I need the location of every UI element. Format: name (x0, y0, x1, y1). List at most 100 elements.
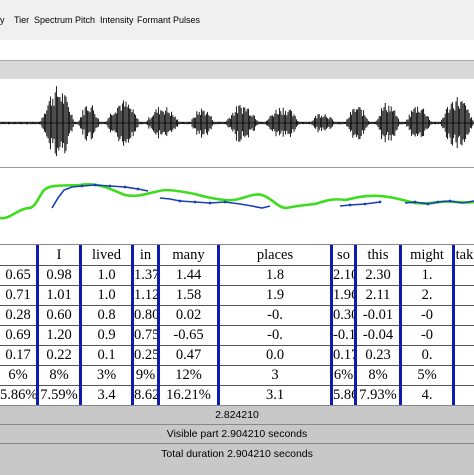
tier-boundary[interactable] (131, 245, 134, 405)
pitch-point (136, 187, 140, 191)
menu-item-pitch[interactable]: Pitch (75, 15, 96, 25)
row-divider (0, 325, 474, 326)
tier-value: -0 (420, 307, 434, 323)
menu-item-tier[interactable]: Tier (14, 15, 30, 25)
pitch-point (208, 201, 212, 205)
tier-value: 1.20 (46, 327, 72, 343)
tier-value: 1.96 (333, 287, 354, 303)
tier-word: in (139, 247, 152, 263)
tier-value: 1.12 (134, 287, 157, 303)
tier-value: 16.21% (166, 387, 211, 403)
tier-value: 3 (271, 367, 279, 383)
tier-boundary[interactable] (217, 245, 220, 405)
tier-value: -0.65 (173, 327, 204, 343)
tier-value: 0.47 (175, 347, 202, 363)
tier-value: 0.65 (5, 267, 31, 283)
tier-value: 5.86% (0, 387, 36, 403)
pitch-point (348, 203, 352, 207)
tier-value: 0.30 (333, 307, 354, 323)
tier-value: 0.0 (265, 347, 285, 363)
menu-item-query[interactable]: y (0, 15, 5, 25)
tier-boundary[interactable] (157, 245, 160, 405)
tier-value: 0.23 (365, 347, 391, 363)
cursor-time-bar[interactable]: 2.824210 (0, 405, 474, 424)
tier-value: 1.58 (175, 287, 202, 303)
tier-value: 1.0 (97, 287, 116, 303)
tier-value: -0.01 (362, 307, 394, 323)
tier-word: might (410, 247, 444, 263)
menu-item-intensity[interactable]: Intensity (100, 15, 134, 25)
row-divider (0, 385, 474, 386)
tier-value: 1.37 (134, 267, 157, 283)
pitch-point (193, 200, 197, 204)
tier-value: 3% (96, 367, 117, 383)
tier-value: 0.80 (134, 307, 157, 323)
tier-value: 6% (8, 367, 28, 383)
tier-value: 4. (421, 387, 433, 403)
menu-bar: y Tier Spectrum Pitch Intensity Formant … (0, 0, 474, 41)
menu-item-pulses[interactable]: Pulses (173, 15, 201, 25)
tier-value: -0.04 (362, 327, 394, 343)
row-divider (0, 345, 474, 346)
tier-word: I (56, 247, 62, 263)
tier-word: this (367, 247, 389, 263)
toolbar-strip (0, 40, 474, 60)
tier-value: 9% (135, 367, 156, 383)
tier-value: 0.25 (134, 347, 157, 363)
pitch-svg (0, 183, 474, 220)
tier-word: lived (92, 247, 121, 263)
tier-value: 1.0 (97, 267, 116, 283)
pitch-track-points (80, 183, 452, 207)
tier-value: -0 (420, 327, 434, 343)
pitch-point (80, 184, 84, 188)
tier-boundary[interactable] (330, 245, 333, 405)
tier-value: 3.4 (97, 387, 116, 403)
tier-value: 7.59% (40, 387, 78, 403)
tier-value: 0.60 (46, 307, 72, 323)
tier-value: 12% (175, 367, 202, 383)
pitch-point (178, 199, 182, 203)
pitch-track (51, 184, 474, 209)
menu-item-formant[interactable]: Formant (137, 15, 171, 25)
pitch-point (108, 184, 112, 188)
waveform-panel[interactable] (0, 79, 474, 168)
pitch-point (436, 200, 440, 204)
tier-boundary[interactable] (452, 245, 455, 405)
pitch-point (426, 202, 430, 206)
tier-boundary[interactable] (79, 245, 82, 405)
tier-value: 1.8 (265, 267, 285, 283)
pitch-point (93, 183, 97, 187)
tier-value: 5.86% (333, 387, 354, 403)
tier-value: -0. (267, 327, 283, 343)
tier-value: 8.62% (134, 387, 157, 403)
waveform-signal (0, 86, 474, 157)
selection-bar[interactable] (0, 60, 474, 80)
tier-value: 0.98 (46, 267, 72, 283)
tier-value: 6% (333, 367, 354, 383)
tier-value: 0.02 (175, 307, 202, 323)
tier-value: 0.75 (134, 327, 157, 343)
tier-value: 0.9 (97, 327, 116, 343)
tier-boundary[interactable] (36, 245, 39, 405)
pitch-point (378, 200, 382, 204)
tier-word: many (172, 247, 205, 263)
tier-value: -0.19 (333, 327, 354, 343)
tier-value: 2.30 (365, 267, 391, 283)
visible-part-bar[interactable]: Visible part 2.904210 seconds (0, 424, 474, 443)
tier-value: 3.1 (265, 387, 285, 403)
pitch-panel[interactable] (0, 168, 474, 238)
row-divider (0, 265, 474, 266)
tier-value: 0.17 (333, 347, 354, 363)
tier-value: 1.9 (265, 287, 285, 303)
tier-value: 2. (421, 287, 433, 303)
tier-boundary[interactable] (354, 245, 357, 405)
pitch-point (448, 199, 452, 203)
pitch-point (123, 185, 127, 189)
tier-boundary[interactable] (399, 245, 402, 405)
tier-value: 2.11 (365, 287, 391, 303)
tier-value: 0.22 (46, 347, 72, 363)
menu-item-spectrum[interactable]: Spectrum (34, 15, 73, 25)
total-duration-bar[interactable]: Total duration 2.904210 seconds (0, 443, 474, 475)
tier-value: -0. (267, 307, 283, 323)
